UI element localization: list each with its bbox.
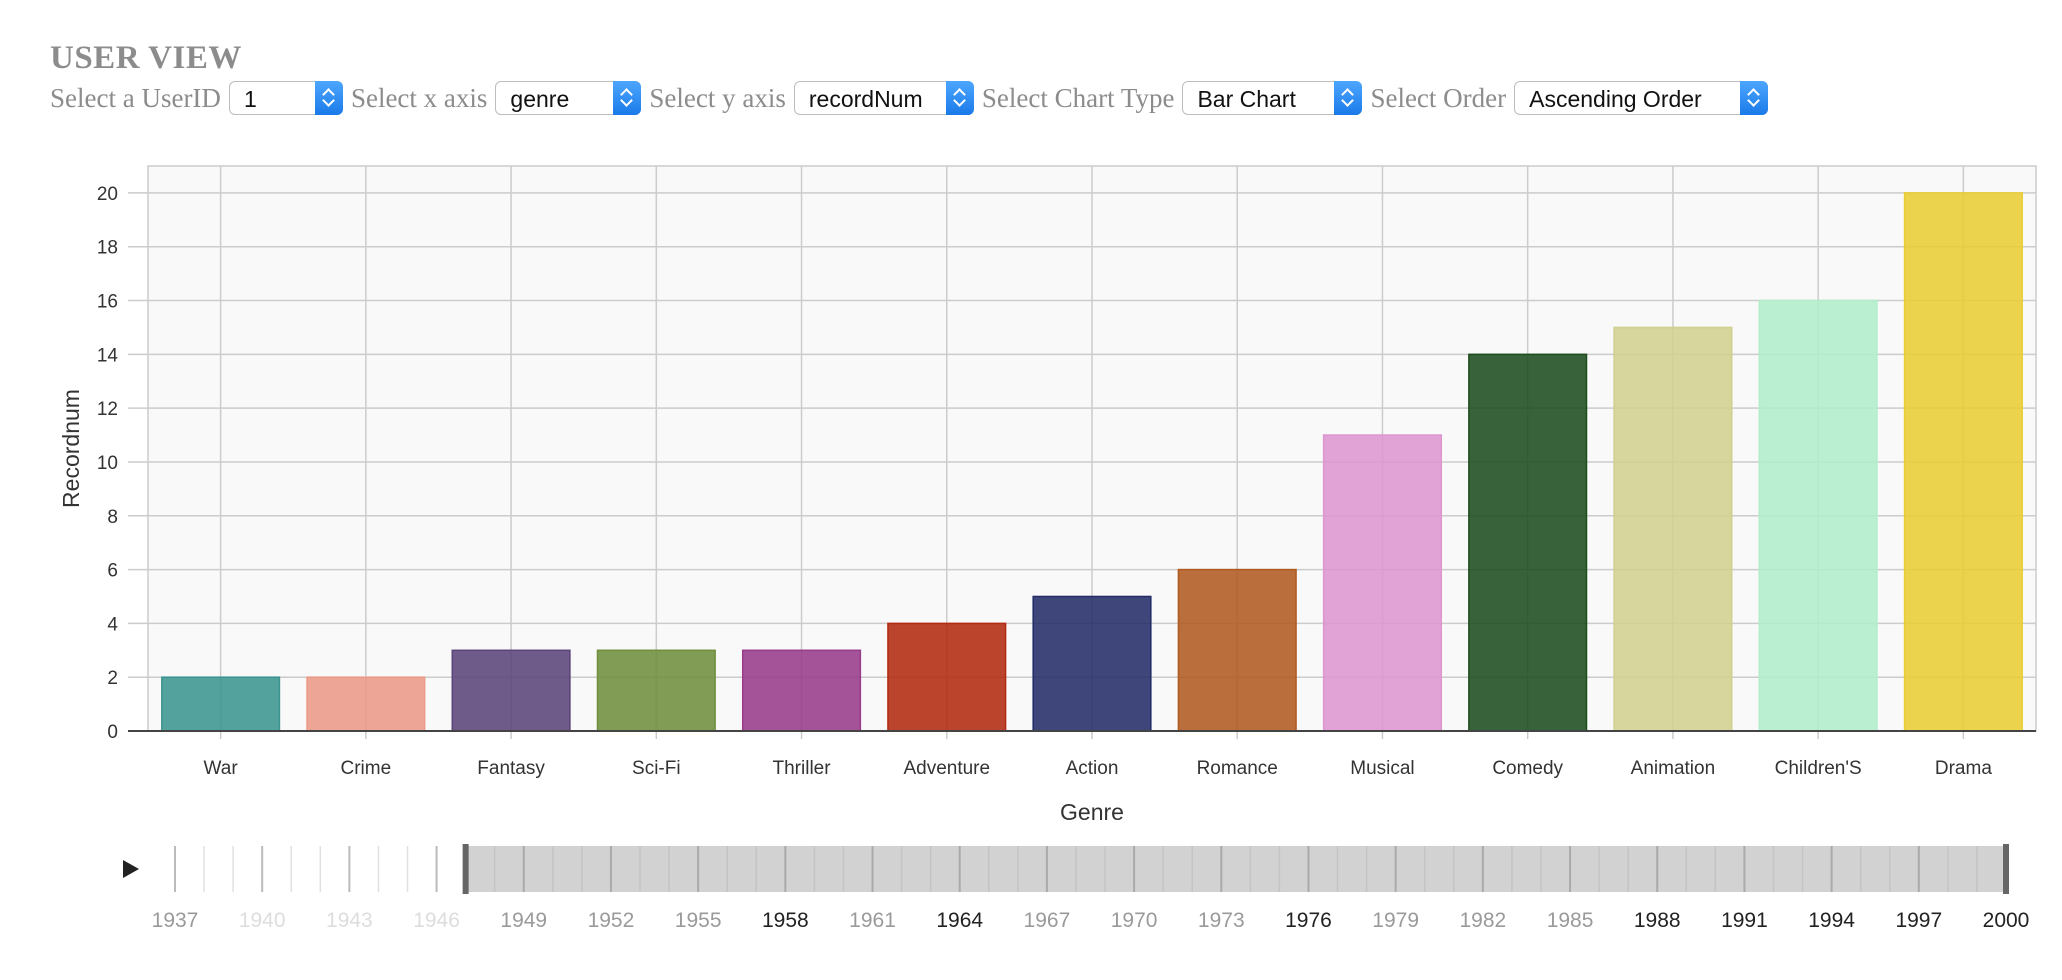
chart-type-value: Bar Chart [1197,86,1296,112]
bar-children-s[interactable] [1758,299,1878,732]
userid-label: Select a UserID [50,82,221,113]
select-arrows-icon[interactable] [945,81,974,115]
timeline-year-label: 1982 [1459,909,1506,932]
x-tick-label: Action [1066,758,1119,779]
y-tick-label: 14 [97,345,119,366]
x-tick-label: Romance [1197,758,1278,779]
order-select[interactable]: Ascending Order [1514,81,1769,115]
x-tick-label: Fantasy [477,758,545,779]
select-arrows-icon[interactable] [314,81,343,115]
bar-sci-fi[interactable] [596,649,716,732]
order-value: Ascending Order [1529,86,1702,112]
timeline-selected-range[interactable] [465,846,2007,892]
timeline-year-label: 2000 [1983,909,2030,932]
chart-type-select[interactable]: Bar Chart [1182,81,1363,115]
timeline-end-handle[interactable] [2003,844,2009,894]
bar-romance[interactable] [1177,568,1297,732]
y-tick-label: 6 [107,561,118,582]
timeline-year-label: 1949 [500,909,547,932]
x-tick-label: Comedy [1492,758,1563,779]
y-tick-label: 10 [97,453,118,474]
y-axis-label: Select y axis [649,82,786,113]
userid-value: 1 [243,86,257,112]
x-tick-label: Musical [1350,758,1414,779]
timeline-year-label: 1964 [936,909,983,932]
x-tick-label: Crime [341,758,392,779]
bar-war[interactable] [161,676,281,732]
bar-fantasy[interactable] [451,649,571,732]
x-tick-label: Children'S [1775,758,1862,779]
timeline-year-label: 1952 [588,909,635,932]
y-tick-label: 20 [97,184,118,205]
bar-adventure[interactable] [887,622,1007,732]
axes: 0 2 4 6 8 10 12 14 16 18 20 War Crime Fantasy Sci-Fi Th… [97,184,2036,779]
x-tick-label: Animation [1631,758,1716,779]
x-tick-label: Thriller [773,758,832,779]
year-timeline: 1937 1940 1943 1946 1949 1952 1955 1958 1961 1964… [123,844,2029,932]
x-axis-value: genre [510,86,570,112]
y-tick-label: 18 [97,238,118,259]
bar-comedy[interactable] [1468,353,1588,732]
x-tick-label: Sci-Fi [632,758,681,779]
select-arrows-icon[interactable] [613,81,642,115]
bar-drama[interactable] [1903,192,2023,732]
timeline-year-label: 1979 [1372,909,1419,932]
x-tick-label: War [204,758,239,779]
chart-type-label: Select Chart Type [981,82,1175,113]
timeline-year-label: 1937 [152,909,199,932]
y-tick-label: 8 [107,507,118,528]
bar-action[interactable] [1032,595,1152,732]
controls-bar: Select a UserID 1 Select x axis genre Se… [50,79,1776,117]
timeline-year-label: 1961 [849,909,896,932]
timeline-year-label: 1958 [762,909,809,932]
y-tick-label: 4 [107,614,118,635]
timeline-year-label: 1988 [1634,909,1681,932]
play-icon[interactable] [123,860,139,878]
timeline-start-handle[interactable] [462,844,469,894]
x-axis-select[interactable]: genre [495,81,642,115]
x-axis-label: Select x axis [350,82,488,113]
x-axis-title: Genre [1060,799,1124,825]
y-tick-label: 16 [97,292,118,313]
timeline-year-label: 1946 [413,909,460,932]
x-tick-label: Drama [1935,758,1992,779]
order-label: Select Order [1370,82,1507,113]
select-arrows-icon[interactable] [1740,81,1769,115]
x-tick-label: Adventure [903,758,990,779]
timeline-year-label: 1997 [1895,909,1942,932]
y-tick-label: 0 [107,722,118,743]
y-tick-label: 12 [97,399,118,420]
timeline-year-label: 1994 [1808,909,1855,932]
timeline-year-label: 1973 [1198,909,1245,932]
timeline-year-label: 1955 [675,909,722,932]
timeline-year-label: 1970 [1111,909,1158,932]
bar-musical[interactable] [1322,434,1443,732]
y-axis-title: Recordnum [58,389,84,508]
y-tick-label: 2 [107,668,118,689]
page-title: USER VIEW [50,40,242,76]
select-arrows-icon[interactable] [1334,81,1363,115]
timeline-year-label: 1991 [1721,909,1768,932]
y-axis-value: recordNum [808,86,923,112]
timeline-year-label: 1985 [1547,909,1594,932]
bars [161,192,2023,732]
timeline-year-label: 1967 [1024,909,1071,932]
y-axis-select[interactable]: recordNum [793,81,974,115]
timeline-year-label: 1976 [1285,909,1332,932]
userid-select[interactable]: 1 [228,81,343,115]
timeline-year-label: 1940 [239,909,286,932]
bar-thriller[interactable] [741,649,862,732]
bar-animation[interactable] [1613,326,1733,732]
timeline-year-label: 1943 [326,909,373,932]
bar-crime[interactable] [306,676,426,732]
